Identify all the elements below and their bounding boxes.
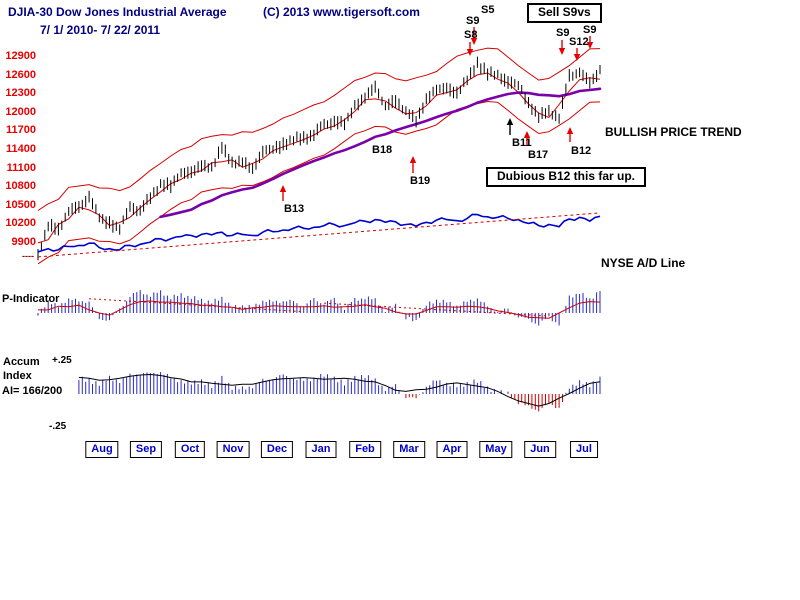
long-ma-line	[159, 87, 602, 219]
ad-line	[37, 213, 601, 253]
p-indicator-trendline	[89, 298, 304, 313]
sell-arrow	[586, 36, 594, 49]
sell-arrow	[558, 40, 566, 55]
upper-band	[37, 47, 601, 211]
p-indicator-line	[38, 300, 601, 319]
short-ma-line	[37, 72, 601, 244]
buy-arrow	[279, 185, 287, 201]
sell-arrow	[470, 27, 478, 45]
buy-arrow	[409, 156, 417, 173]
buy-arrow	[566, 127, 574, 142]
buy-arrow	[506, 118, 514, 135]
sell-arrow	[466, 42, 474, 56]
sell-arrow	[573, 48, 581, 61]
p-indicator-bars	[37, 290, 601, 326]
accum-index-line	[78, 373, 601, 407]
buy-arrow	[523, 131, 531, 146]
ad-trendline	[37, 212, 601, 258]
lower-band	[37, 100, 601, 265]
price-bars	[37, 56, 601, 261]
